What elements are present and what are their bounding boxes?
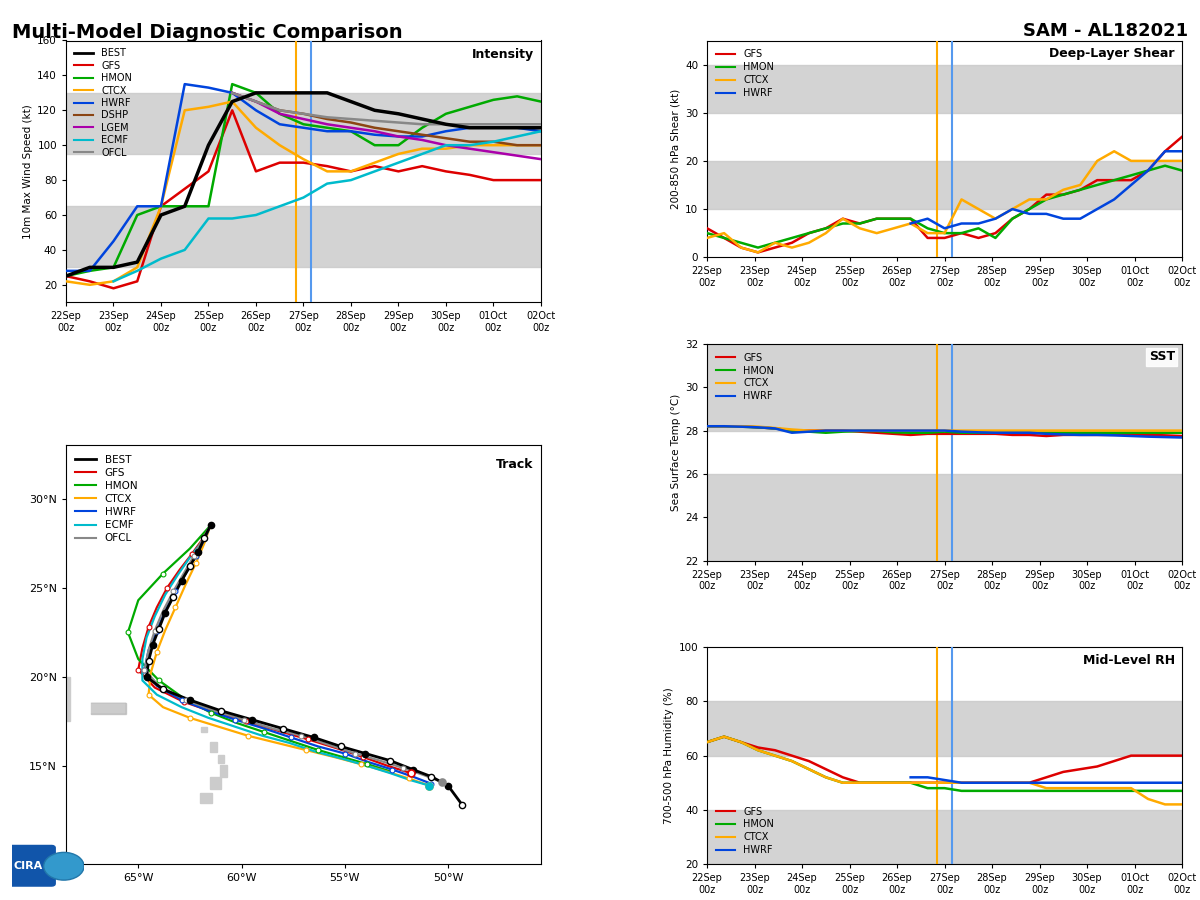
Text: CIRA: CIRA	[13, 861, 43, 871]
Bar	[66, 206, 541, 267]
Polygon shape	[0, 677, 70, 722]
Y-axis label: 700-500 hPa Humidity (%): 700-500 hPa Humidity (%)	[665, 688, 674, 824]
Bar	[66, 93, 541, 154]
Circle shape	[43, 852, 84, 880]
Bar	[707, 810, 1182, 864]
Polygon shape	[91, 703, 126, 715]
Legend: GFS, HMON, CTCX, HWRF: GFS, HMON, CTCX, HWRF	[712, 803, 778, 860]
Legend: BEST, GFS, HMON, CTCX, HWRF, ECMF, OFCL: BEST, GFS, HMON, CTCX, HWRF, ECMF, OFCL	[71, 450, 142, 547]
Text: Deep-Layer Shear: Deep-Layer Shear	[1049, 47, 1175, 60]
Y-axis label: Sea Surface Temp (°C): Sea Surface Temp (°C)	[671, 393, 680, 511]
Text: Track: Track	[497, 458, 534, 471]
Text: SST: SST	[1148, 350, 1175, 364]
Polygon shape	[220, 765, 227, 777]
Polygon shape	[210, 742, 217, 751]
Y-axis label: 10m Max Wind Speed (kt): 10m Max Wind Speed (kt)	[23, 104, 34, 239]
Bar	[707, 474, 1182, 561]
Y-axis label: 200-850 hPa Shear (kt): 200-850 hPa Shear (kt)	[671, 89, 680, 209]
Text: SAM - AL182021: SAM - AL182021	[1022, 22, 1188, 40]
Polygon shape	[210, 777, 221, 789]
Bar	[707, 701, 1182, 756]
Legend: GFS, HMON, CTCX, HWRF: GFS, HMON, CTCX, HWRF	[712, 349, 778, 405]
Bar	[707, 161, 1182, 209]
Bar	[707, 65, 1182, 112]
Text: Multi-Model Diagnostic Comparison: Multi-Model Diagnostic Comparison	[12, 22, 403, 41]
Text: Intensity: Intensity	[472, 49, 534, 61]
Legend: GFS, HMON, CTCX, HWRF: GFS, HMON, CTCX, HWRF	[712, 45, 778, 102]
Legend: BEST, GFS, HMON, CTCX, HWRF, DSHP, LGEM, ECMF, OFCL: BEST, GFS, HMON, CTCX, HWRF, DSHP, LGEM,…	[71, 45, 134, 160]
Polygon shape	[202, 727, 208, 732]
FancyBboxPatch shape	[8, 845, 55, 886]
Text: Mid-Level RH: Mid-Level RH	[1082, 653, 1175, 667]
Polygon shape	[217, 755, 224, 763]
Bar	[707, 344, 1182, 430]
Polygon shape	[200, 793, 211, 804]
